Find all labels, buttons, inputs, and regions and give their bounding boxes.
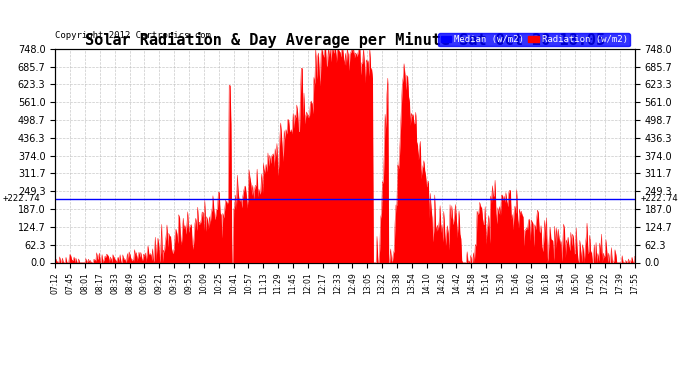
Text: Copyright 2012 Cartronics.com: Copyright 2012 Cartronics.com xyxy=(55,31,211,40)
Text: +222.74: +222.74 xyxy=(3,194,40,203)
Title: Solar Radiation & Day Average per Minute Sat Oct 20 18:05: Solar Radiation & Day Average per Minute… xyxy=(85,32,605,48)
Legend: Median (w/m2), Radiation (w/m2): Median (w/m2), Radiation (w/m2) xyxy=(438,33,630,46)
Text: +222.74: +222.74 xyxy=(640,194,678,203)
